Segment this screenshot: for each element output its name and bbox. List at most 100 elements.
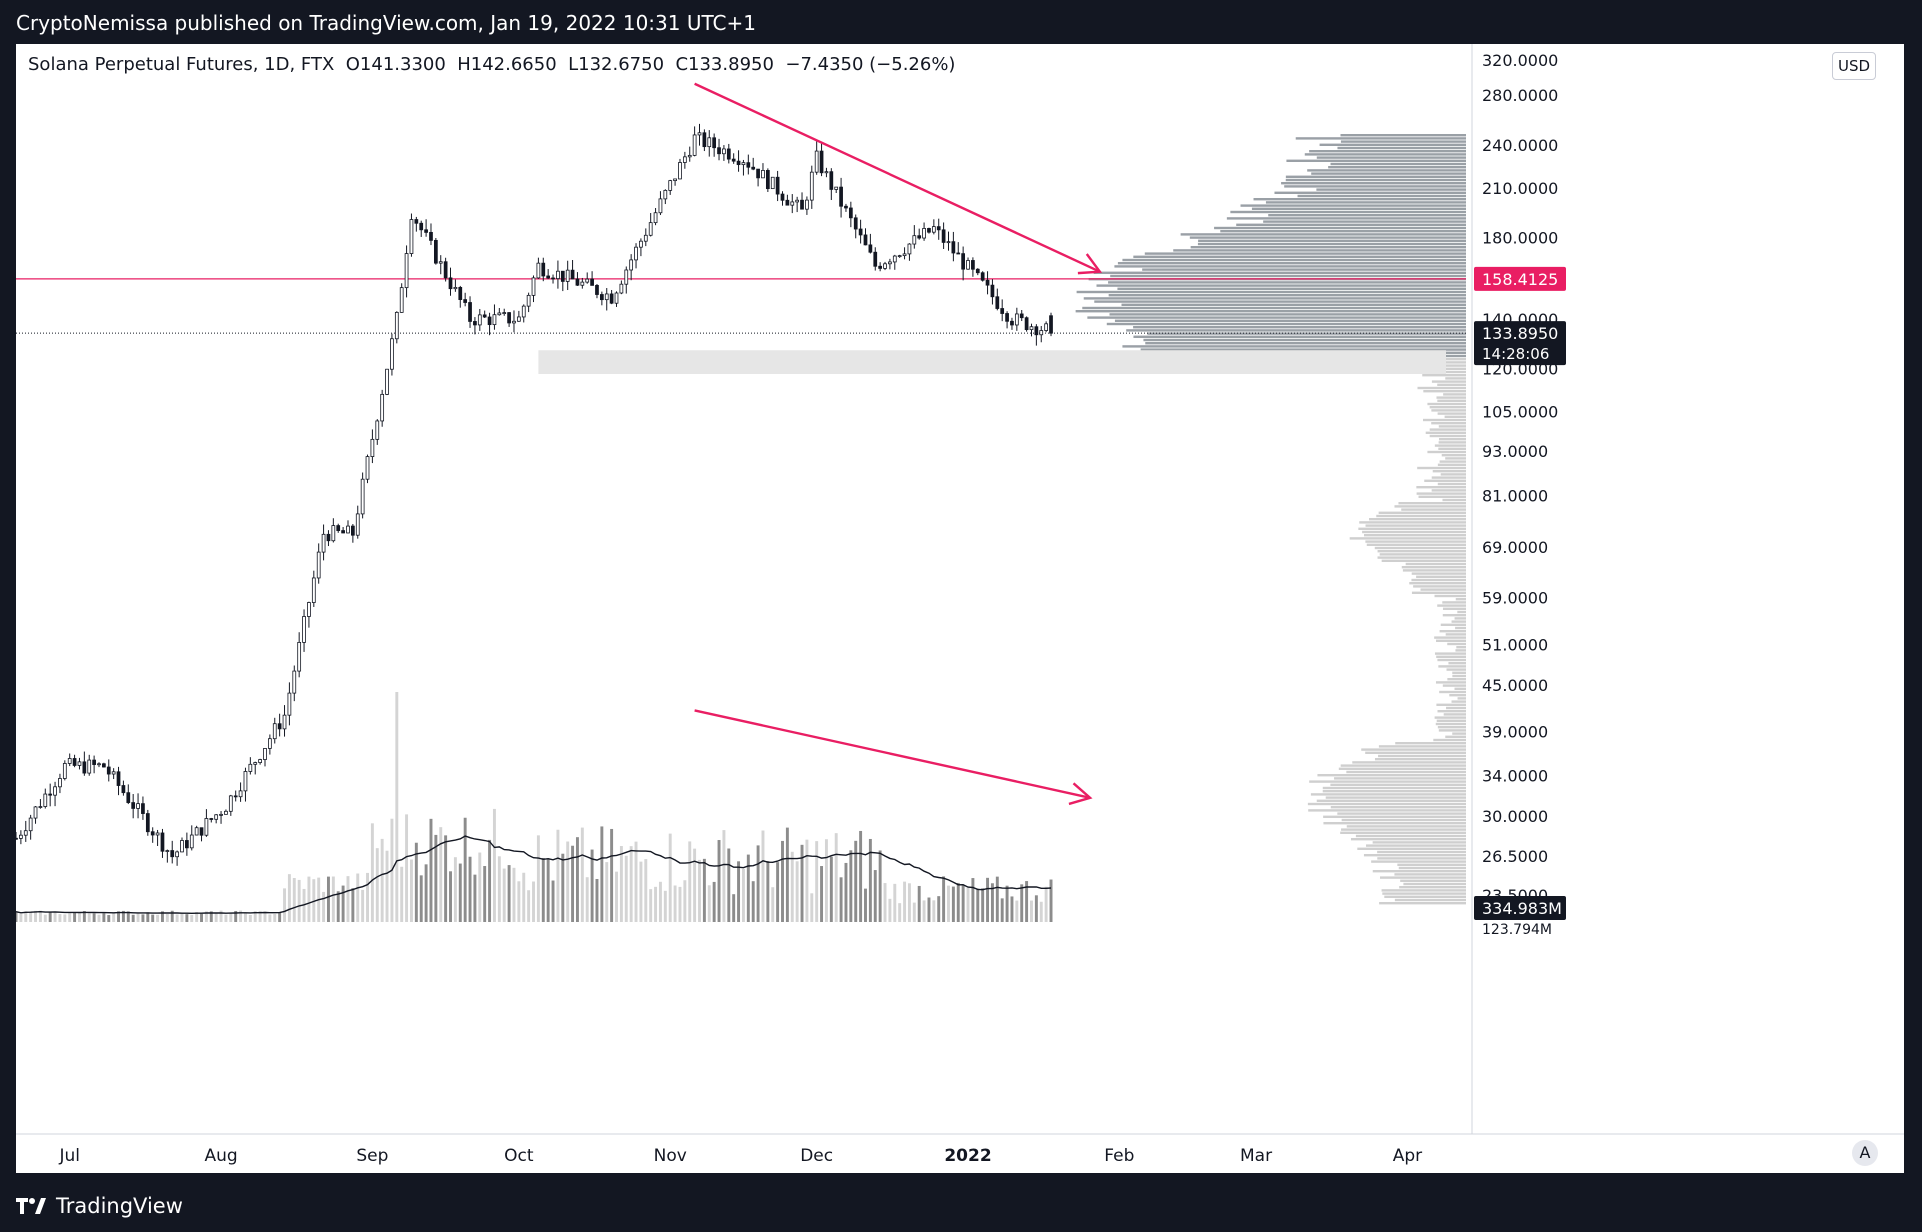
volume-bar bbox=[566, 841, 570, 922]
volume-bar bbox=[63, 914, 67, 922]
profile-bar bbox=[1437, 726, 1466, 729]
candle-body bbox=[48, 793, 53, 796]
time-axis[interactable]: Jul Aug Sep Oct Nov Dec 2022 Feb Mar Apr bbox=[58, 1146, 1422, 1166]
auto-scale-button[interactable]: A bbox=[1852, 1140, 1878, 1166]
candle-body bbox=[736, 160, 741, 166]
candle-body bbox=[87, 759, 92, 774]
volume-bar bbox=[615, 871, 618, 922]
volume-bar bbox=[16, 911, 18, 922]
candle-body bbox=[883, 263, 887, 269]
profile-bar bbox=[1197, 242, 1466, 246]
candle-body bbox=[458, 286, 463, 300]
currency-button[interactable]: USD bbox=[1832, 52, 1876, 80]
candle bbox=[336, 523, 341, 533]
price-trend-arrow-shaft[interactable] bbox=[694, 82, 1101, 273]
candle bbox=[839, 177, 843, 218]
candle-body bbox=[521, 305, 526, 318]
profile-bar bbox=[1361, 748, 1466, 751]
volume-bar bbox=[253, 911, 257, 922]
candle-body bbox=[360, 478, 365, 515]
candle bbox=[77, 757, 82, 770]
profile-bar bbox=[1122, 345, 1466, 348]
candle-body bbox=[414, 219, 419, 224]
volume-trend-arrow[interactable] bbox=[694, 709, 1093, 806]
price-trend-arrow[interactable] bbox=[694, 82, 1103, 275]
profile-bar bbox=[1431, 476, 1466, 479]
volume-bar bbox=[219, 910, 223, 922]
candle bbox=[805, 196, 809, 215]
candle-body bbox=[233, 795, 238, 798]
candle-body bbox=[531, 277, 536, 296]
profile-bar bbox=[1397, 863, 1466, 866]
candle-body bbox=[43, 793, 48, 807]
candle-body bbox=[780, 193, 785, 201]
price-chart[interactable]: 280.0000240.0000210.0000180.0000140.0000… bbox=[16, 44, 1904, 1173]
candle-body bbox=[1034, 326, 1039, 336]
candle bbox=[868, 233, 873, 254]
volume-bar bbox=[502, 868, 506, 922]
profile-bar bbox=[1434, 716, 1466, 719]
candle-body bbox=[370, 438, 375, 457]
profile-bar bbox=[1455, 649, 1466, 652]
candle-body bbox=[316, 551, 321, 579]
volume-bar bbox=[131, 914, 135, 922]
candle bbox=[756, 168, 760, 187]
profile-bar bbox=[1445, 370, 1466, 374]
volume-bar bbox=[112, 912, 116, 922]
profile-bar bbox=[1433, 738, 1466, 742]
candle bbox=[980, 271, 985, 282]
volume-bar bbox=[307, 876, 311, 922]
candle bbox=[131, 794, 136, 819]
candle bbox=[404, 245, 409, 298]
volume-last-label-bg bbox=[1474, 896, 1566, 920]
profile-bar bbox=[1436, 396, 1466, 399]
volume-bar bbox=[737, 861, 741, 922]
candle bbox=[770, 176, 775, 190]
volume-bar bbox=[888, 898, 892, 922]
volume-trend-arrow-head[interactable] bbox=[1068, 782, 1093, 806]
profile-bar bbox=[1145, 342, 1466, 345]
profile-bar bbox=[1437, 399, 1466, 402]
volume-trend-arrow-shaft[interactable] bbox=[694, 709, 1091, 799]
horizontal-line-label-text: 158.4125 bbox=[1482, 270, 1558, 289]
volume-bar bbox=[68, 912, 72, 922]
volume-bar bbox=[185, 914, 189, 922]
volume-bar bbox=[532, 881, 535, 922]
profile-bar bbox=[1416, 575, 1466, 578]
profile-bar bbox=[1405, 562, 1466, 566]
profile-bar bbox=[1401, 508, 1466, 511]
volume-bar bbox=[541, 857, 545, 922]
candle-body bbox=[927, 228, 931, 233]
volume-ma-line bbox=[16, 835, 1052, 915]
volume-bar bbox=[366, 872, 369, 922]
candle-body bbox=[145, 813, 150, 833]
profile-bar bbox=[1380, 876, 1466, 879]
candle bbox=[351, 524, 355, 543]
candle bbox=[473, 317, 477, 335]
profile-bar bbox=[1381, 889, 1466, 892]
volume-bar bbox=[971, 878, 975, 922]
volume-bar bbox=[746, 854, 750, 922]
candle bbox=[185, 832, 189, 856]
price-axis[interactable]: 280.0000240.0000210.0000180.0000140.0000… bbox=[1482, 51, 1558, 905]
horizontal-line-label-bg bbox=[1474, 266, 1566, 291]
tradingview-logo-icon[interactable] bbox=[16, 1195, 46, 1217]
volume-bar bbox=[873, 870, 877, 922]
candle-body bbox=[751, 166, 756, 170]
candle-body bbox=[448, 277, 453, 290]
price-trend-arrow-head[interactable] bbox=[1077, 253, 1103, 275]
candle-body bbox=[551, 277, 555, 280]
profile-bar bbox=[1399, 886, 1466, 889]
profile-bar bbox=[1268, 214, 1466, 217]
candle-body bbox=[199, 827, 204, 836]
candle bbox=[546, 269, 551, 280]
profile-bar bbox=[1369, 518, 1466, 521]
candle-body bbox=[907, 243, 912, 255]
candle-body bbox=[673, 178, 677, 182]
candle bbox=[72, 754, 77, 768]
profile-bar bbox=[1325, 796, 1466, 799]
candle bbox=[678, 158, 682, 180]
chart-area[interactable]: 280.0000 240.0000 210.0000 180.0000 140.0000… bbox=[16, 44, 1904, 1173]
profile-bar bbox=[1436, 703, 1466, 706]
volume-bar bbox=[1005, 885, 1009, 922]
